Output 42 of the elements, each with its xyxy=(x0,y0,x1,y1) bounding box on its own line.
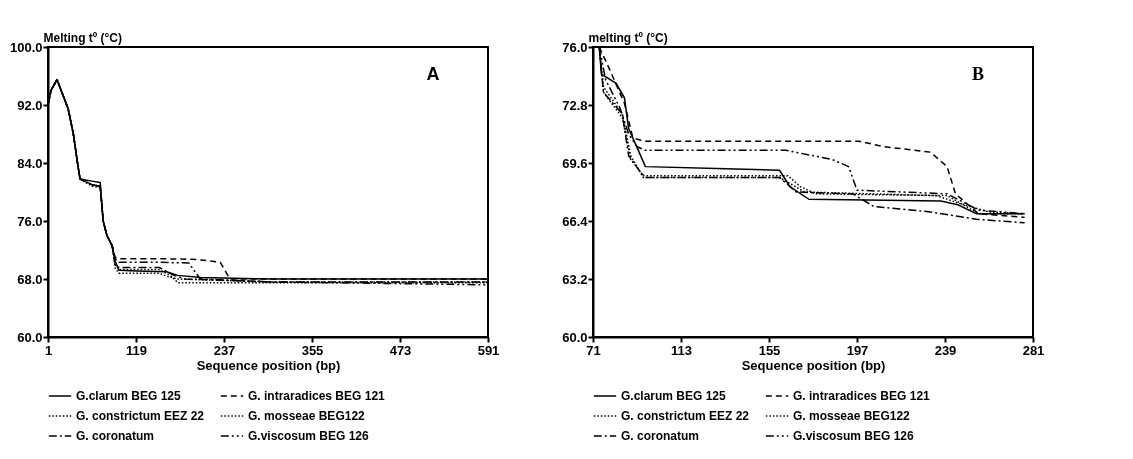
y-tick-label: 100.0 xyxy=(9,39,43,55)
x-tick-label: 155 xyxy=(758,342,781,358)
x-tick-label: 237 xyxy=(213,342,236,358)
x-tick-label: 355 xyxy=(301,342,324,358)
x-tick-label: 1 xyxy=(44,342,53,358)
legend-label: G. constrictum EEZ 22 xyxy=(621,409,750,423)
x-tick-label: 281 xyxy=(1022,342,1045,358)
legend-label: G. coronatum xyxy=(76,429,155,443)
annotation: A xyxy=(426,64,440,84)
legend-label: G.viscosum BEG 126 xyxy=(793,429,915,443)
legend-label: G.clarum BEG 125 xyxy=(621,389,727,403)
x-tick-label: 113 xyxy=(671,342,692,358)
y-tick-label: 72.8 xyxy=(562,97,588,113)
y-tick-label: 60.0 xyxy=(562,329,588,345)
legend-label: G. mosseae BEG122 xyxy=(793,409,911,423)
legend-label: G. intraradices BEG 121 xyxy=(248,389,386,403)
annotation: B xyxy=(971,64,985,84)
legend-label: G. mosseae BEG122 xyxy=(248,409,366,423)
y-tick-label: 68.0 xyxy=(17,271,43,287)
x-tick-label: 71 xyxy=(586,342,601,358)
y-axis-title: melting tº (°C) xyxy=(588,30,668,45)
y-tick-label: 60.0 xyxy=(17,329,43,345)
x-tick-label: 119 xyxy=(126,342,147,358)
y-tick-label: 69.6 xyxy=(562,155,588,171)
legend-label: G. constrictum EEZ 22 xyxy=(76,409,205,423)
y-tick-label: 92.0 xyxy=(17,97,43,113)
legend-label: G.clarum BEG 125 xyxy=(76,389,182,403)
x-axis-title: Sequence position (bp) xyxy=(196,357,341,373)
y-tick-label: 76.0 xyxy=(562,39,588,55)
y-tick-label: 84.0 xyxy=(17,155,43,171)
x-tick-label: 473 xyxy=(389,342,412,358)
y-axis-title: Melting tº (°C) xyxy=(43,30,122,45)
legend-label: G. intraradices BEG 121 xyxy=(793,389,931,403)
y-tick-label: 63.2 xyxy=(562,271,588,287)
legend-label: G.viscosum BEG 126 xyxy=(248,429,370,443)
x-tick-label: 197 xyxy=(846,342,869,358)
x-axis-title: Sequence position (bp) xyxy=(741,357,886,373)
x-tick-label: 239 xyxy=(934,342,957,358)
x-tick-label: 591 xyxy=(477,342,500,358)
y-tick-label: 66.4 xyxy=(562,213,589,229)
y-tick-label: 76.0 xyxy=(17,213,43,229)
legend-label: G. coronatum xyxy=(621,429,700,443)
